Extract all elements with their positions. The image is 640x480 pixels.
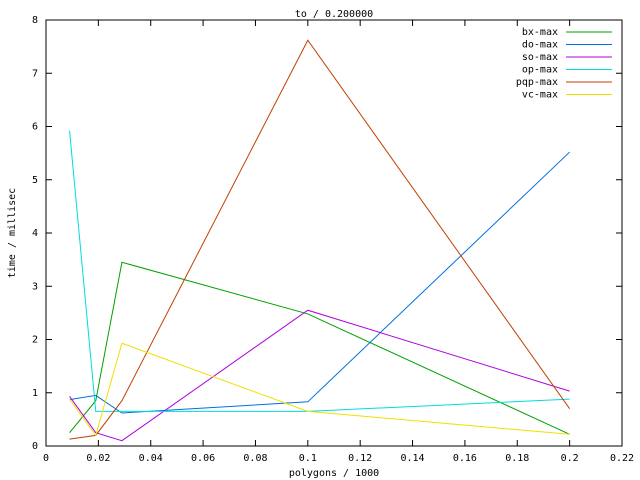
legend-label: pqp-max bbox=[516, 77, 558, 88]
y-tick-label: 0 bbox=[32, 441, 38, 452]
x-tick-label: 0.22 bbox=[610, 453, 634, 464]
y-tick-label: 3 bbox=[32, 281, 38, 292]
x-tick-label: 0.16 bbox=[453, 453, 477, 464]
series-line bbox=[69, 151, 570, 414]
x-axis-label: polygons / 1000 bbox=[289, 468, 379, 479]
series-line bbox=[69, 309, 570, 442]
x-tick-label: 0.04 bbox=[139, 453, 163, 464]
legend-label: do-max bbox=[522, 40, 558, 51]
series-line bbox=[69, 261, 570, 435]
y-axis-label: time / millisec bbox=[7, 188, 18, 278]
legend-label: bx-max bbox=[522, 27, 558, 38]
x-tick-label: 0.02 bbox=[86, 453, 110, 464]
series-line bbox=[69, 39, 571, 440]
legend-label: vc-max bbox=[522, 90, 558, 101]
series-line bbox=[69, 130, 570, 412]
chart-title: to / 0.200000 bbox=[295, 9, 373, 20]
x-tick-label: 0.2 bbox=[561, 453, 579, 464]
legend-label: op-max bbox=[522, 65, 558, 76]
x-tick-label: 0.1 bbox=[299, 453, 317, 464]
x-tick-label: 0.12 bbox=[348, 453, 372, 464]
x-tick-label: 0.08 bbox=[243, 453, 267, 464]
legend-label: so-max bbox=[522, 52, 558, 63]
y-tick-label: 4 bbox=[32, 228, 38, 239]
y-tick-label: 7 bbox=[32, 68, 38, 79]
x-tick-label: 0.18 bbox=[505, 453, 529, 464]
x-tick-label: 0 bbox=[43, 453, 49, 464]
y-tick-label: 5 bbox=[32, 175, 38, 186]
y-tick-label: 2 bbox=[32, 335, 38, 346]
x-tick-label: 0.14 bbox=[400, 453, 424, 464]
y-tick-label: 6 bbox=[32, 122, 38, 133]
y-tick-label: 1 bbox=[32, 388, 38, 399]
y-tick-label: 8 bbox=[32, 15, 38, 26]
series-line bbox=[69, 342, 570, 437]
x-tick-label: 0.06 bbox=[191, 453, 215, 464]
